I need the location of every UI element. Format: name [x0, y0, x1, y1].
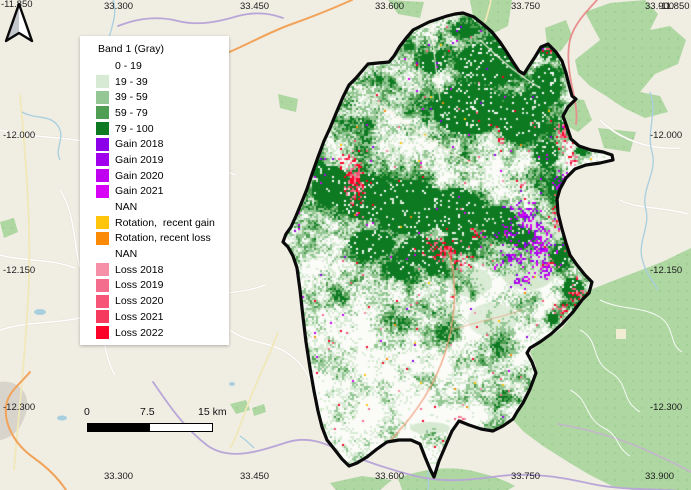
- legend-item: Rotation, recent gain: [96, 215, 229, 231]
- legend-title: Band 1 (Gray): [98, 43, 164, 55]
- legend-swatch: [96, 294, 109, 308]
- legend-swatch: [96, 184, 109, 198]
- coordinate-label: 33.300: [104, 1, 134, 12]
- legend-item: Loss 2020: [96, 293, 229, 309]
- legend-swatch: [96, 201, 109, 214]
- legend-item-label: 59 - 79: [115, 106, 148, 119]
- coordinate-label: 33.600: [375, 1, 405, 12]
- legend-item-label: Gain 2018: [115, 138, 164, 151]
- coordinate-label: 33.900: [645, 471, 675, 482]
- legend-item: NAN: [96, 199, 229, 215]
- coordinate-label: -12.300: [650, 402, 683, 413]
- legend-item-label: 39 - 59: [115, 91, 148, 104]
- legend-item-label: Loss 2018: [115, 263, 164, 276]
- legend-item-label: Loss 2020: [115, 295, 164, 308]
- legend-swatch: [96, 59, 109, 73]
- legend-item: Loss 2021: [96, 309, 229, 325]
- coordinate-label: 33.600: [375, 471, 405, 482]
- scale-bar-fill: [88, 424, 150, 431]
- legend-swatch: [96, 278, 109, 292]
- legend-item-label: Gain 2020: [115, 169, 164, 182]
- coordinate-label: -11.850: [1, 0, 33, 10]
- legend-item: Loss 2019: [96, 278, 229, 294]
- legend-item-label: Loss 2022: [115, 326, 164, 339]
- coordinate-label: -12.000: [3, 130, 36, 141]
- legend-item-label: Loss 2021: [115, 310, 164, 323]
- legend-panel: Band 1 (Gray) 0 - 19 19 - 39 39 - 59 59 - 7…: [80, 36, 229, 345]
- legend-swatch: [96, 326, 109, 340]
- coordinate-label: -12.300: [3, 402, 36, 413]
- legend-item: 79 - 100: [96, 121, 229, 137]
- legend-item: 39 - 59: [96, 89, 229, 105]
- legend-item: Gain 2020: [96, 168, 229, 184]
- legend-swatch: [96, 153, 109, 167]
- legend-swatch: [96, 75, 109, 89]
- legend-item-label: NAN: [115, 201, 138, 214]
- legend-item: 0 - 19: [96, 58, 229, 74]
- coordinate-label: 33.750: [511, 1, 541, 12]
- legend-item: 19 - 39: [96, 74, 229, 90]
- legend-item-label: 79 - 100: [115, 122, 154, 135]
- legend-item-label: Rotation, recent gain: [115, 216, 215, 229]
- coordinate-label: 33.450: [240, 471, 270, 482]
- legend-swatch: [96, 137, 109, 151]
- legend-item-label: Rotation, recent loss: [115, 232, 211, 245]
- legend-item: Loss 2018: [96, 262, 229, 278]
- legend-item: Gain 2019: [96, 152, 229, 168]
- legend-item: NAN: [96, 246, 229, 262]
- legend-swatch: [96, 216, 109, 230]
- legend-item: 59 - 79: [96, 105, 229, 121]
- north-arrow: [4, 2, 34, 43]
- legend-item-label: Gain 2019: [115, 153, 164, 166]
- district-boundary: [281, 11, 615, 479]
- legend-swatch: [96, 231, 109, 245]
- legend-swatch: [96, 310, 109, 324]
- legend-item-label: NAN: [115, 248, 138, 261]
- legend-swatch: [96, 106, 109, 120]
- legend-item-label: Gain 2021: [115, 185, 164, 198]
- legend-item-label: 0 - 19: [115, 59, 142, 72]
- coordinate-label: 33.750: [511, 471, 541, 482]
- scale-label-start: 0: [84, 406, 90, 418]
- coordinate-label: -12.150: [3, 265, 36, 276]
- coordinate-label: 33.450: [240, 1, 270, 12]
- coordinate-label: 33.900: [645, 1, 675, 12]
- legend-item: Rotation, recent loss: [96, 231, 229, 247]
- legend-items: 0 - 19 19 - 39 39 - 59 59 - 79 79 - 100 Gain …: [96, 58, 229, 340]
- coordinate-label: -12.150: [650, 265, 683, 276]
- scale-bar-labels: 0 7.5 15 km: [84, 406, 234, 420]
- legend-item-label: 19 - 39: [115, 75, 148, 88]
- legend-swatch: [96, 248, 109, 261]
- coordinate-label: 33.300: [104, 471, 134, 482]
- legend-swatch: [96, 90, 109, 104]
- coordinate-label: -12.000: [650, 130, 683, 141]
- legend-swatch: [96, 263, 109, 277]
- legend-item: Gain 2018: [96, 136, 229, 152]
- scale-label-end: 15 km: [198, 406, 227, 418]
- legend-swatch: [96, 122, 109, 136]
- scale-bar: 0 7.5 15 km: [84, 406, 234, 436]
- scale-bar-track: [87, 423, 213, 432]
- scale-label-mid: 7.5: [140, 406, 155, 418]
- coordinate-label: -11.850: [658, 1, 690, 12]
- legend-item: Gain 2021: [96, 184, 229, 200]
- legend-item: Loss 2022: [96, 325, 229, 341]
- legend-swatch: [96, 169, 109, 183]
- legend-item-label: Loss 2019: [115, 279, 164, 292]
